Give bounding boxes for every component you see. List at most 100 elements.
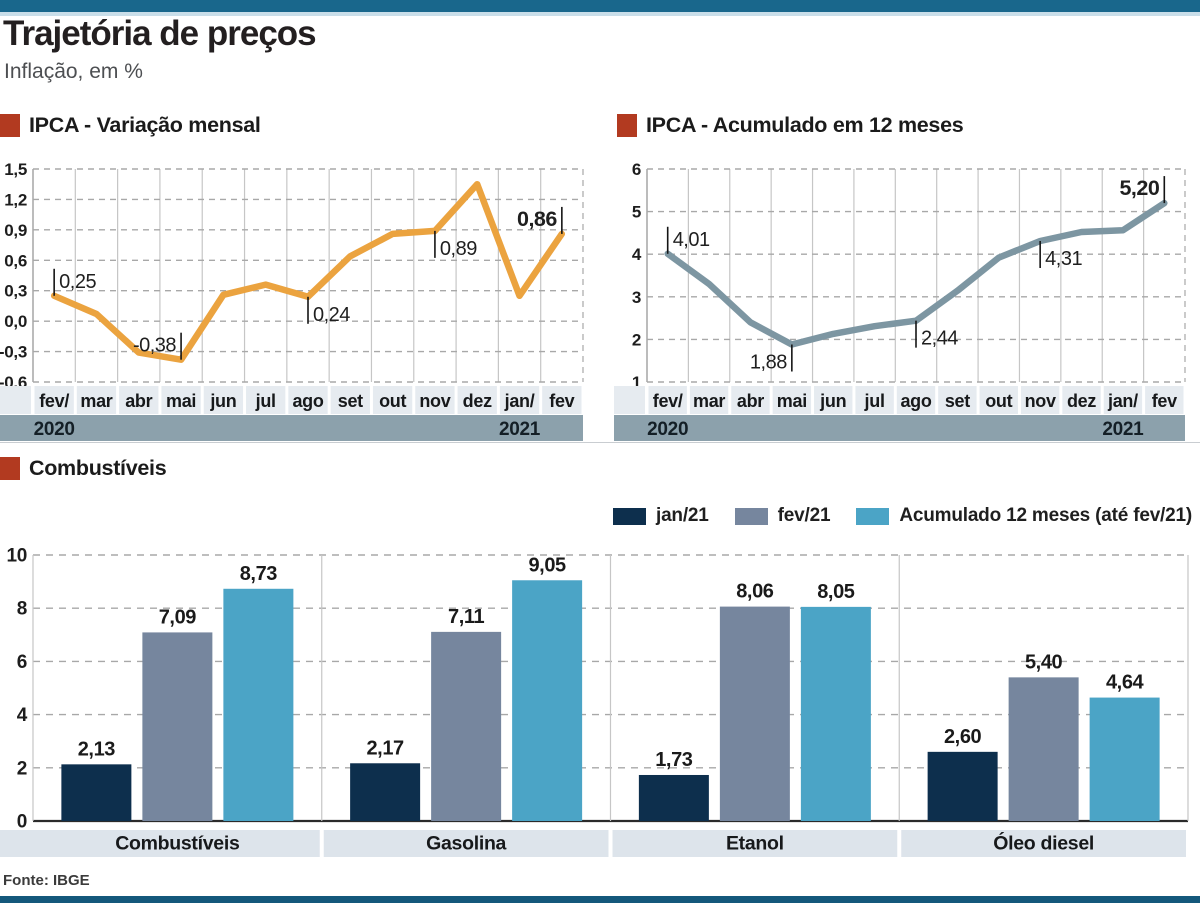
svg-text:Etanol: Etanol bbox=[726, 833, 784, 855]
svg-text:mai: mai bbox=[166, 391, 196, 411]
svg-text:Combustíveis: Combustíveis bbox=[115, 833, 240, 855]
legend-item-jan21: jan/21 bbox=[612, 505, 709, 527]
svg-text:nov: nov bbox=[419, 391, 450, 411]
svg-text:abr: abr bbox=[125, 391, 152, 411]
svg-text:2,60: 2,60 bbox=[944, 726, 982, 748]
svg-text:4,64: 4,64 bbox=[1106, 672, 1145, 694]
svg-text:0,86: 0,86 bbox=[517, 207, 557, 231]
svg-text:7,11: 7,11 bbox=[448, 606, 484, 628]
svg-text:2020: 2020 bbox=[34, 419, 75, 440]
svg-text:jun: jun bbox=[819, 391, 846, 411]
svg-text:2,17: 2,17 bbox=[366, 737, 404, 759]
group-separators bbox=[32, 555, 1189, 821]
combustiveis-svg: 10 8 6 4 2 0 2,13 2,17 1,73 2,60 7,09 7,11 8,06 5,40 8… bbox=[0, 546, 1189, 857]
svg-text:2: 2 bbox=[632, 330, 641, 349]
x-gridlines bbox=[32, 169, 584, 382]
red-square-icon bbox=[0, 114, 20, 137]
svg-text:-0,38: -0,38 bbox=[133, 335, 176, 357]
svg-text:jul: jul bbox=[255, 391, 276, 411]
svg-text:0,6: 0,6 bbox=[4, 251, 27, 270]
svg-text:4: 4 bbox=[632, 245, 642, 264]
svg-text:8: 8 bbox=[17, 599, 27, 620]
svg-text:2021: 2021 bbox=[1102, 419, 1144, 440]
svg-text:0,89: 0,89 bbox=[440, 238, 477, 260]
page-subtitle: Inflação, em % bbox=[4, 60, 143, 83]
svg-text:0,24: 0,24 bbox=[313, 304, 350, 326]
red-square-icon bbox=[617, 114, 637, 137]
svg-text:2020: 2020 bbox=[647, 419, 688, 440]
year-band: 2020 2021 bbox=[0, 415, 583, 441]
section-header-ipca-mensal: IPCA - Variação mensal bbox=[0, 113, 261, 138]
svg-text:2,13: 2,13 bbox=[78, 738, 116, 760]
svg-text:mar: mar bbox=[80, 391, 112, 411]
svg-text:fev/: fev/ bbox=[39, 391, 69, 411]
svg-text:0: 0 bbox=[17, 812, 27, 833]
svg-text:4: 4 bbox=[17, 705, 28, 726]
svg-text:set: set bbox=[945, 391, 970, 411]
svg-text:7,09: 7,09 bbox=[159, 606, 197, 628]
legend-swatch-light-blue bbox=[856, 507, 890, 525]
svg-text:dez: dez bbox=[1067, 391, 1096, 411]
point-labels: 4,01 1,88 2,44 4,31 5,20 bbox=[666, 176, 1166, 374]
svg-text:out: out bbox=[985, 391, 1012, 411]
svg-text:4,31: 4,31 bbox=[1045, 248, 1082, 270]
svg-text:10: 10 bbox=[6, 546, 27, 567]
section-header-ipca-acumulado: IPCA - Acumulado em 12 meses bbox=[617, 113, 964, 138]
svg-text:1,5: 1,5 bbox=[4, 160, 27, 179]
svg-text:out: out bbox=[379, 391, 406, 411]
svg-text:1,88: 1,88 bbox=[750, 352, 787, 374]
svg-text:6: 6 bbox=[17, 652, 27, 673]
svg-text:0,25: 0,25 bbox=[59, 271, 96, 293]
svg-text:nov: nov bbox=[1025, 391, 1056, 411]
line-chart-ipca-variacao-mensal: 1,5 1,2 0,9 0,6 0,3 0,0 -0,3 -0,6 fev/mar abr mai j… bbox=[0, 150, 596, 445]
svg-text:8,05: 8,05 bbox=[817, 581, 855, 603]
svg-text:ago: ago bbox=[292, 391, 323, 411]
point-labels: 0,25 -0,38 0,24 0,89 0,86 bbox=[53, 207, 563, 360]
svg-text:fev: fev bbox=[549, 391, 574, 411]
svg-text:jun: jun bbox=[209, 391, 236, 411]
red-square-icon bbox=[0, 457, 20, 480]
svg-text:abr: abr bbox=[737, 391, 764, 411]
svg-text:0,9: 0,9 bbox=[4, 221, 27, 240]
line-chart-ipca-acumulado-12-meses: 6 5 4 3 2 1 fev/mar abr mai jun jul ago set out nov dez… bbox=[600, 150, 1200, 445]
bar-chart-combustiveis: 10 8 6 4 2 0 2,13 2,17 1,73 2,60 7,09 7,11 8,06 5,40 8… bbox=[0, 540, 1200, 860]
svg-text:dez: dez bbox=[463, 391, 492, 411]
svg-text:9,05: 9,05 bbox=[528, 554, 566, 576]
svg-text:5,40: 5,40 bbox=[1025, 651, 1063, 673]
bar-chart-legend: jan/21 fev/21 Acumulado 12 meses (até fe… bbox=[612, 505, 1192, 527]
source-note: Fonte: IBGE bbox=[3, 872, 90, 889]
svg-text:jul: jul bbox=[864, 391, 885, 411]
svg-text:5: 5 bbox=[632, 203, 641, 222]
category-band: Combustíveis Gasolina Etanol Óleo diesel bbox=[0, 830, 1186, 857]
svg-text:1: 1 bbox=[632, 373, 641, 392]
legend-label-jan21: jan/21 bbox=[655, 505, 709, 526]
svg-text:fev: fev bbox=[1152, 391, 1177, 411]
year-band: 2020 2021 bbox=[614, 415, 1185, 441]
page-title: Trajetória de preços bbox=[3, 14, 317, 53]
legend-label-fev21: fev/21 bbox=[777, 505, 831, 526]
legend-item-fev21: fev/21 bbox=[734, 505, 831, 527]
svg-text:1,73: 1,73 bbox=[655, 749, 693, 771]
svg-text:2: 2 bbox=[17, 758, 27, 779]
bars-fev-21: 7,09 7,11 8,06 5,40 bbox=[142, 581, 1079, 821]
svg-text:jan/: jan/ bbox=[504, 391, 535, 411]
svg-text:fev/: fev/ bbox=[653, 391, 683, 411]
svg-text:2,44: 2,44 bbox=[921, 328, 958, 350]
section-title-combustiveis: Combustíveis bbox=[29, 456, 167, 480]
top-accent-bar-light bbox=[0, 12, 1200, 16]
svg-text:3: 3 bbox=[632, 288, 641, 307]
top-accent-bar bbox=[0, 0, 1200, 12]
legend-swatch-gray-blue bbox=[734, 507, 768, 525]
svg-text:6: 6 bbox=[632, 160, 641, 179]
section-title-ipca-mensal: IPCA - Variação mensal bbox=[29, 113, 261, 137]
svg-text:0,3: 0,3 bbox=[4, 282, 27, 301]
svg-text:2021: 2021 bbox=[499, 419, 541, 440]
section-header-combustiveis: Combustíveis bbox=[0, 456, 167, 481]
svg-text:8,06: 8,06 bbox=[736, 581, 774, 603]
svg-text:4,01: 4,01 bbox=[673, 229, 710, 251]
month-band: fev/mar abr mai jun jul ago set out nov dez jan/fe… bbox=[0, 386, 582, 414]
bars-acumulado-12-meses-at-fev-21-: 8,73 9,05 8,05 4,64 bbox=[223, 554, 1160, 821]
legend-swatch-navy bbox=[612, 507, 646, 525]
